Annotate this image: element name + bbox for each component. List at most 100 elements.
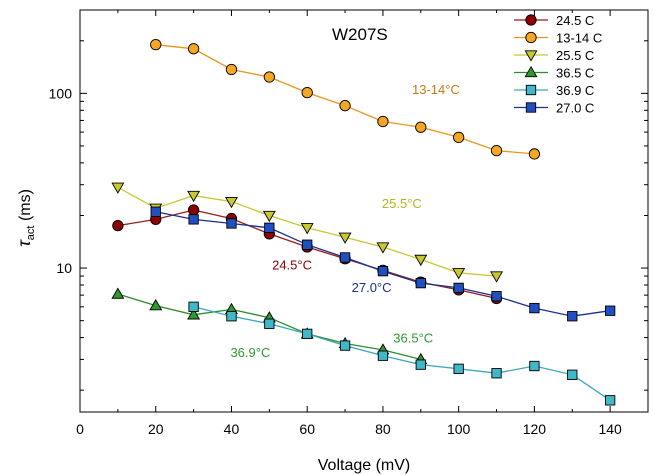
series-27-0-c (150, 206, 616, 322)
series-layer (111, 39, 616, 406)
data-point (453, 131, 465, 143)
series-25-5-c (111, 182, 504, 283)
legend-marker (524, 65, 538, 78)
data-point (150, 39, 162, 51)
series-annotation: 36.5°C (393, 330, 433, 345)
data-point (301, 86, 313, 99)
y-axis-title-symbol: τ (14, 239, 34, 247)
data-point (263, 71, 275, 83)
series-annotation: 13-14°C (412, 82, 460, 97)
legend-label: 25.5 C (556, 48, 594, 63)
data-point (491, 368, 502, 379)
data-point (604, 395, 616, 406)
data-point (415, 121, 427, 133)
data-point (529, 302, 540, 314)
data-point (300, 223, 314, 235)
data-point (453, 363, 464, 374)
y-tick-label: 10 (56, 260, 72, 276)
legend-item: 25.5 C (514, 48, 594, 63)
x-tick-label: 0 (76, 421, 84, 437)
data-point (452, 268, 466, 280)
data-point (339, 252, 351, 263)
data-point (112, 219, 124, 232)
legend-label: 27.0 C (556, 101, 594, 116)
data-point (491, 291, 502, 302)
data-point (264, 318, 275, 329)
legend-marker (525, 102, 537, 113)
legend-marker (524, 50, 538, 62)
data-point (187, 204, 200, 216)
series-line (155, 44, 535, 155)
annotations: 13-14°C 25.5°C 24.5°C 27.0°C 36.5°C 36.9°C (230, 82, 459, 360)
x-tick-label: 60 (299, 421, 315, 437)
x-tick-label: 80 (375, 421, 391, 437)
series-annotation: 24.5°C (272, 258, 312, 273)
y-tick-label: 100 (49, 85, 73, 101)
series-annotation: 27.0°C (352, 280, 392, 295)
series-annotation: 36.9°C (230, 345, 270, 360)
data-point (226, 218, 237, 229)
data-point (226, 311, 237, 322)
legend-label: 24.5 C (556, 13, 594, 28)
data-point (302, 239, 313, 250)
legend-item: 27.0 C (514, 101, 594, 116)
series-line (155, 211, 611, 317)
data-point (528, 148, 541, 160)
data-point (188, 301, 199, 312)
legend-item: 24.5 C (514, 13, 594, 28)
data-point (264, 222, 275, 233)
x-tick-label: 20 (148, 421, 164, 437)
data-point (187, 43, 200, 55)
data-point (414, 254, 428, 267)
data-point (415, 359, 426, 370)
plot-frame (79, 9, 649, 413)
legend-marker (525, 84, 537, 96)
data-point (604, 305, 616, 316)
series-annotation: 25.5°C (382, 196, 422, 211)
legend-marker (525, 31, 537, 44)
data-point (339, 340, 351, 351)
legend: 24.5 C 13-14 C 25.5 C 36.5 C 36.9 C 27.0 C (514, 13, 602, 116)
data-point (302, 328, 313, 340)
x-tick-label: 140 (598, 421, 622, 437)
data-point (339, 100, 351, 112)
data-point (187, 190, 201, 203)
y-axis-title: τact (ms) (14, 189, 37, 247)
data-point (377, 350, 389, 361)
legend-label: 13-14 C (556, 31, 602, 46)
data-point (377, 266, 389, 277)
data-point (150, 206, 161, 217)
y-axis-title-unit: (ms) (17, 189, 34, 225)
legend-marker (525, 14, 537, 26)
y-axis-title-subscript: act (25, 226, 37, 241)
data-point (490, 144, 503, 157)
legend-item: 36.9 C (514, 83, 594, 98)
chart-title: W207S (332, 25, 388, 44)
data-point (187, 308, 201, 320)
data-point (338, 232, 352, 244)
data-point (567, 369, 578, 380)
x-tick-label: 40 (224, 421, 240, 437)
legend-item: 13-14 C (514, 31, 602, 46)
data-point (111, 182, 125, 194)
data-point (377, 115, 389, 128)
plot-border (79, 9, 649, 413)
data-point (188, 214, 199, 225)
series-24-5-c (112, 204, 503, 305)
x-tick-label: 100 (447, 421, 471, 437)
data-point (376, 242, 390, 254)
axis-ticks: 0 20 40 60 80 100 120 140 10 100 (49, 10, 648, 437)
legend-item: 36.5 C (514, 66, 594, 81)
series-13-14-c (150, 39, 541, 160)
data-point (262, 210, 276, 223)
series-36-9-c (188, 301, 616, 406)
data-point (567, 311, 578, 322)
data-point (490, 271, 504, 283)
legend-label: 36.9 C (556, 83, 594, 98)
data-point (149, 298, 163, 311)
x-tick-label: 120 (523, 421, 547, 437)
data-point (225, 63, 238, 76)
data-point (224, 196, 238, 209)
data-point (453, 282, 464, 294)
